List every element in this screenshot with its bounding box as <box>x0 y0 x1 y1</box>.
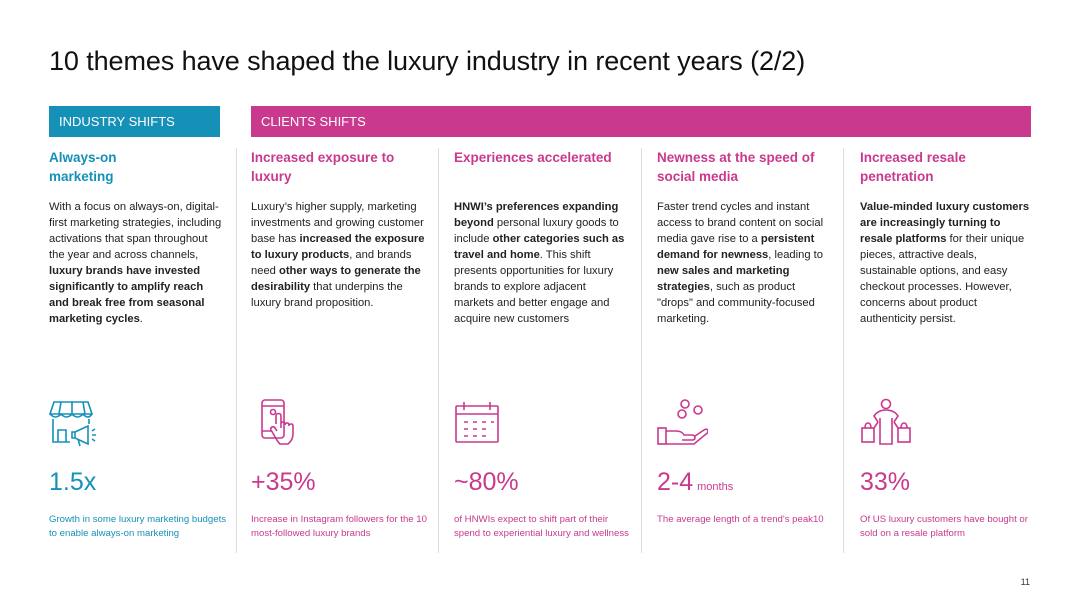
page-title: 10 themes have shaped the luxury industr… <box>49 46 806 76</box>
theme-heading: Experiences accelerated <box>454 150 612 165</box>
column-divider <box>641 148 642 553</box>
theme-column-exposure: Increased exposure to luxury Luxury’s hi… <box>251 148 425 311</box>
theme-body: HNWI’s preferences expanding beyond pers… <box>454 201 625 325</box>
column-divider <box>438 148 439 553</box>
stat-description: Increase in Instagram followers for the … <box>251 514 427 539</box>
stat-description: Of US luxury customers have bought or so… <box>860 514 1028 539</box>
stat-value: 1.5x <box>49 468 97 496</box>
stat-description: The average length of a trend's peak10 <box>657 514 824 525</box>
theme-body: Value-minded luxury customers are increa… <box>860 201 1030 325</box>
theme-body: Luxury’s higher supply, marketing invest… <box>251 201 425 309</box>
storefront-megaphone-icon <box>48 401 96 447</box>
calendar-icon <box>455 402 499 443</box>
theme-heading: Increased exposure to luxury <box>251 150 395 184</box>
theme-heading: Increased resale penetration <box>860 150 966 184</box>
theme-column-newness: Newness at the speed of social media Fas… <box>657 148 831 327</box>
industry-shifts-band: INDUSTRY SHIFTS <box>49 106 220 137</box>
theme-heading: Always-on marketing <box>49 150 117 184</box>
column-divider <box>236 148 237 553</box>
page-number: 11 <box>1020 577 1030 587</box>
stat-value: 33% <box>860 468 911 496</box>
stat-value: +35% <box>251 468 316 496</box>
theme-body: Faster trend cycles and instant access t… <box>657 201 824 325</box>
theme-body: With a focus on always-on, digital-first… <box>49 201 222 325</box>
clients-shifts-band: CLIENTS SHIFTS <box>251 106 1031 137</box>
smartphone-tap-icon <box>261 399 294 445</box>
shopper-bags-icon <box>861 398 911 445</box>
stat-value: ~80% <box>454 468 519 496</box>
hand-bubbles-icon <box>657 399 708 445</box>
theme-column-resale: Increased resale penetration Value-minde… <box>860 148 1034 327</box>
stat-value: 2-4 months <box>657 468 734 496</box>
theme-column-always-on: Always-on marketing With a focus on alwa… <box>49 148 223 327</box>
stat-description: of HNWIs expect to shift part of their s… <box>454 514 629 539</box>
column-divider <box>843 148 844 553</box>
theme-heading: Newness at the speed of social media <box>657 150 815 184</box>
theme-column-experiences: Experiences accelerated HNWI’s preferenc… <box>454 148 628 327</box>
stat-description: Growth in some luxury marketing budgets … <box>49 514 227 539</box>
